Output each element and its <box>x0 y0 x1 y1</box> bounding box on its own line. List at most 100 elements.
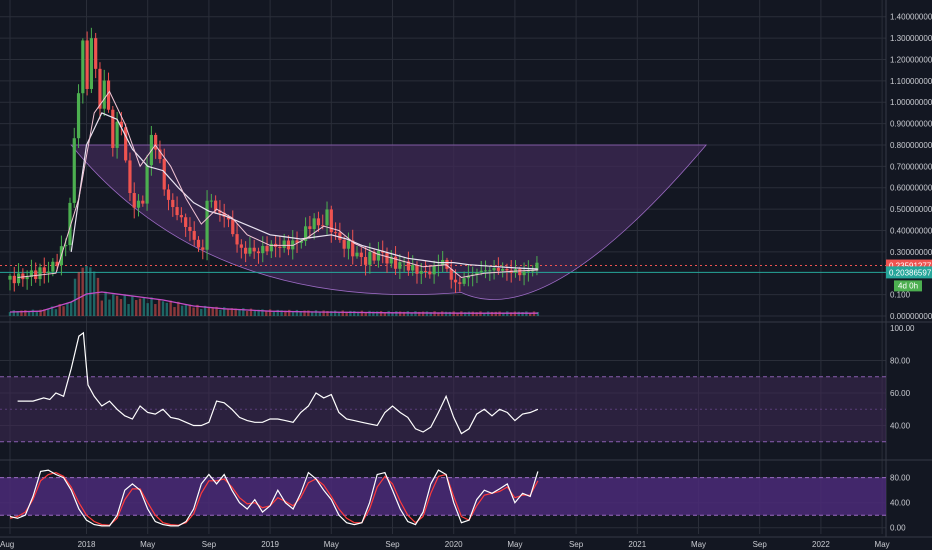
candle-body <box>393 256 398 269</box>
time-axis-label: Sep <box>385 540 400 549</box>
stoch-axis-label: 80.00 <box>890 474 911 483</box>
candle-body <box>445 259 449 269</box>
volume-bar <box>226 309 230 316</box>
stoch-k-line <box>9 469 539 527</box>
volume-bar <box>73 278 77 316</box>
candle-body <box>38 267 42 280</box>
volume-bar <box>104 291 107 316</box>
volume-bar <box>177 301 180 316</box>
candle-body <box>488 270 492 272</box>
volume-bar <box>410 312 413 316</box>
time-axis-label: Sep <box>753 540 768 549</box>
price-axis-label: 1.00000000 <box>890 98 932 107</box>
volume-bar <box>211 307 214 316</box>
candle-body <box>132 193 136 208</box>
candle-body <box>256 251 261 254</box>
time-axis-label: 2021 <box>628 540 646 549</box>
volume-bar <box>356 311 360 316</box>
candle-body <box>363 257 368 265</box>
candle-body <box>261 246 265 254</box>
candle-body <box>518 269 522 276</box>
volume-bar <box>322 310 325 316</box>
volume-bar <box>173 307 176 316</box>
candle-body <box>372 251 376 261</box>
candle-body <box>89 38 93 89</box>
volume-bar <box>192 307 195 316</box>
volume-bar <box>223 307 226 316</box>
volume-bar <box>376 311 379 316</box>
volume-bar <box>406 311 409 316</box>
candle-body <box>368 251 372 265</box>
volume-bar <box>142 297 146 316</box>
candle-body <box>333 232 338 234</box>
volume-bar <box>307 310 310 316</box>
time-axis-label: 2019 <box>261 540 279 549</box>
volume-bar <box>368 310 371 316</box>
volume-bar <box>341 310 344 316</box>
volume-bar <box>123 294 126 316</box>
time-axis-label: 2020 <box>445 540 463 549</box>
volume-bar <box>245 310 249 316</box>
ma-short-line <box>17 90 538 279</box>
volume-bar <box>58 304 61 316</box>
volume-bar <box>288 309 291 316</box>
volume-bar <box>536 312 540 316</box>
volume-bar <box>47 308 50 316</box>
candle-body <box>329 209 333 233</box>
volume-bar <box>502 312 505 316</box>
candle-body <box>265 246 269 252</box>
candle-body <box>68 202 72 246</box>
candle-body <box>423 270 428 272</box>
volume-bar <box>230 308 234 316</box>
volume-bar <box>188 304 191 316</box>
volume-bar <box>268 309 272 316</box>
candle-body <box>124 127 128 161</box>
candle-body <box>316 218 321 226</box>
volume-bar <box>391 312 394 316</box>
time-axis-label: Sep <box>202 540 217 549</box>
candle-body <box>162 159 166 190</box>
price-axis-label: 1.20000000 <box>890 55 932 64</box>
candle-body <box>359 252 363 258</box>
volume-bar <box>360 310 364 316</box>
candle-body <box>171 199 175 208</box>
volume-bar <box>257 309 260 316</box>
volume-bar <box>165 302 169 316</box>
candle-body <box>278 246 282 248</box>
candle-body <box>462 278 466 284</box>
volume-bar <box>115 295 119 316</box>
volume-bar <box>318 311 322 316</box>
candle-body <box>196 239 201 248</box>
volume-bar <box>184 304 188 316</box>
volume-bar <box>326 311 329 316</box>
last-price-tag: 0.23591277 <box>889 262 932 271</box>
time-axis-label: Aug <box>0 540 14 549</box>
candle-body <box>98 68 102 109</box>
time-axis-label: Sep <box>569 540 584 549</box>
price-axis-label: 1.30000000 <box>890 34 932 43</box>
ma-long-line <box>70 112 538 270</box>
candle-body <box>321 225 325 227</box>
cup-band <box>0 144 886 300</box>
candle-body <box>85 40 89 89</box>
candle-body <box>76 93 81 139</box>
candle-body <box>248 247 252 254</box>
countdown-tag: 4d 0h <box>898 281 918 290</box>
price-axis-label: 0.100 <box>890 291 911 300</box>
volume-bars <box>8 266 540 316</box>
volume-bar <box>35 311 38 316</box>
time-axis-label: 2018 <box>78 540 96 549</box>
candle-body <box>355 252 359 257</box>
volume-bar <box>276 309 279 316</box>
time-axis-bg <box>0 537 932 550</box>
candle-body <box>158 149 162 160</box>
candle-body <box>231 219 235 235</box>
candle-body <box>303 226 308 241</box>
volume-bar <box>265 311 268 316</box>
candle-body <box>136 200 141 208</box>
candle-body <box>34 270 38 280</box>
rsi-axis-label: 60.00 <box>890 389 911 398</box>
volume-bar <box>463 312 467 316</box>
volume-bar <box>62 306 65 316</box>
